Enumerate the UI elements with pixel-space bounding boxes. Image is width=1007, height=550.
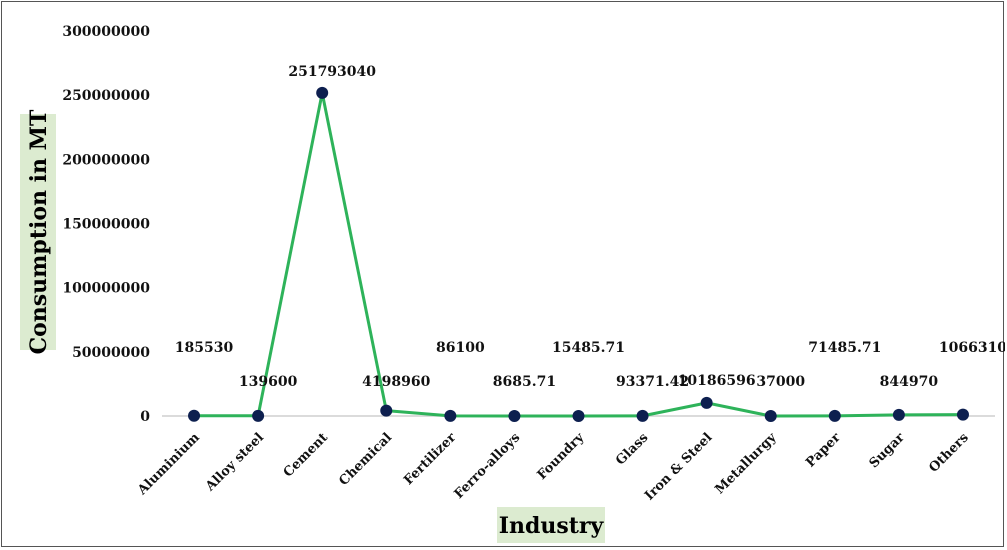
x-tick-label: Sugar <box>867 430 908 471</box>
x-tick-label: Iron & Steel <box>642 430 715 503</box>
x-tick-label: Metallurgy <box>712 430 779 497</box>
data-point-marker <box>508 409 521 422</box>
x-axis-title-group: Industry <box>497 507 605 543</box>
y-tick-label: 50000000 <box>72 345 150 361</box>
x-tick-label: Chemical <box>336 430 395 489</box>
data-label: 4198960 <box>362 374 430 390</box>
x-tick-label: Aluminium <box>134 430 203 499</box>
x-tick-label: Fertilizer <box>401 430 459 488</box>
y-axis-title-group: Consumption in MT <box>20 109 56 354</box>
data-label: 1066310 <box>939 340 1005 356</box>
series-line <box>194 91 964 418</box>
y-tick-label: 150000000 <box>62 217 150 233</box>
data-point-marker <box>700 396 713 409</box>
data-point-marker <box>636 409 649 422</box>
series-markers <box>188 86 969 422</box>
y-tick-label: 200000000 <box>62 152 150 168</box>
data-label: 251793040 <box>288 64 376 80</box>
data-point-marker <box>892 408 905 421</box>
x-tick-label: Ferro-alloys <box>452 430 524 502</box>
data-point-marker <box>188 409 201 422</box>
x-axis-title-box <box>497 507 605 543</box>
y-tick-label: 300000000 <box>62 24 150 40</box>
data-point-marker <box>828 409 841 422</box>
x-axis-ticks: Aluminium Alloy steel Cement Chemical Fertil… <box>134 430 971 504</box>
x-tick-label: Paper <box>803 430 843 470</box>
y-axis-ticks: 0 50000000 100000000 150000000 200000000 2500… <box>62 24 150 425</box>
data-label: 71485.71 <box>808 340 881 356</box>
x-tick-label: Alloy steel <box>202 430 267 495</box>
data-label: 93371.42 <box>616 374 689 390</box>
data-point-marker <box>444 409 457 422</box>
y-tick-label: 250000000 <box>62 88 150 104</box>
data-label: 185530 <box>175 340 234 356</box>
y-axis-title: Consumption in MT <box>26 109 52 354</box>
x-axis-title: Industry <box>499 513 605 539</box>
data-label: 10186596 <box>678 373 756 389</box>
data-label: 139600 <box>239 374 298 390</box>
data-label: 844970 <box>880 374 939 390</box>
x-tick-label: Cement <box>281 430 331 480</box>
data-label: 8685.71 <box>493 374 556 390</box>
y-tick-label: 0 <box>140 409 150 425</box>
data-point-marker <box>572 409 585 422</box>
data-labels: 185530 139600 251793040 4198960 86100 8685.71… <box>175 64 1005 390</box>
y-axis-title-box <box>20 114 56 350</box>
data-label: 15485.71 <box>552 340 625 356</box>
data-point-marker <box>764 409 777 422</box>
x-tick-label: Others <box>926 430 971 475</box>
series-line-path <box>194 91 964 418</box>
data-point-marker <box>316 86 329 99</box>
data-label: 86100 <box>436 340 485 356</box>
y-tick-label: 100000000 <box>62 281 150 297</box>
data-point-marker <box>252 409 265 422</box>
data-point-marker <box>956 408 969 421</box>
x-tick-label: Glass <box>613 430 651 468</box>
x-tick-label: Foundry <box>535 430 588 483</box>
data-point-marker <box>380 404 393 417</box>
data-label: 37000 <box>756 374 805 390</box>
